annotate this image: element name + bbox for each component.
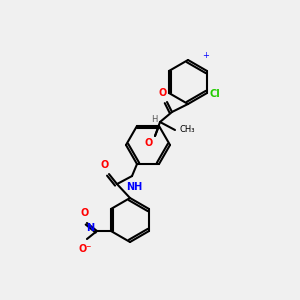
- Text: H: H: [151, 116, 157, 124]
- Text: O: O: [101, 160, 109, 170]
- Text: O: O: [81, 208, 89, 218]
- Text: Cl: Cl: [209, 89, 220, 99]
- Text: O: O: [159, 88, 167, 98]
- Text: +: +: [202, 52, 209, 61]
- Text: N: N: [86, 223, 94, 233]
- Text: O: O: [145, 138, 153, 148]
- Text: O⁻: O⁻: [78, 244, 92, 254]
- Text: NH: NH: [126, 182, 142, 192]
- Text: CH₃: CH₃: [179, 125, 194, 134]
